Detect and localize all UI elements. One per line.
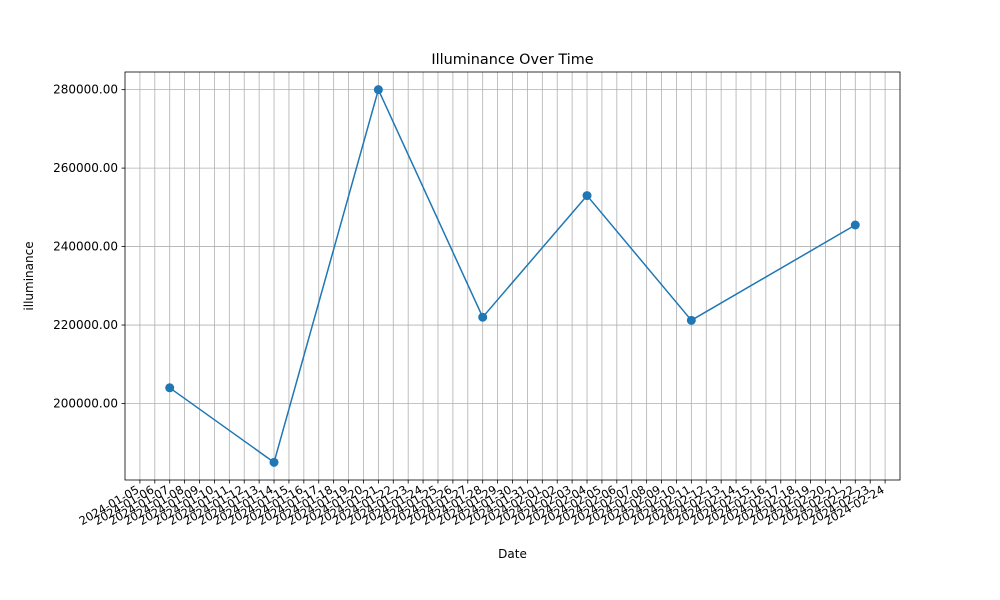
y-axis-ticks: 200000.00 220000.00 240000.00 260000.00 2800… bbox=[53, 83, 125, 411]
x-axis-ticks: 2024-01-052024-01-062024-01-072024-01-08… bbox=[77, 480, 887, 528]
data-point-2024-01-21 bbox=[373, 85, 383, 95]
y-tick-label: 200000.00 bbox=[53, 397, 118, 411]
chart-title: Illuminance Over Time bbox=[431, 52, 593, 68]
x-gridlines bbox=[139, 72, 886, 480]
y-axis-label: illuminance bbox=[22, 241, 36, 310]
y-tick-label: 220000.00 bbox=[53, 318, 118, 332]
data-point-2024-02-11 bbox=[686, 315, 696, 325]
data-point-2024-02-22 bbox=[850, 220, 860, 230]
data-point-2024-01-07 bbox=[165, 383, 175, 393]
data-point-2024-01-14 bbox=[269, 457, 279, 467]
data-point-2024-01-28 bbox=[478, 312, 488, 322]
y-tick-label: 260000.00 bbox=[53, 161, 118, 175]
series-layer bbox=[165, 85, 860, 467]
y-tick-label: 240000.00 bbox=[53, 240, 118, 254]
x-axis-label: Date bbox=[498, 547, 527, 561]
y-tick-label: 280000.00 bbox=[53, 83, 118, 97]
data-point-2024-02-04 bbox=[582, 191, 592, 201]
